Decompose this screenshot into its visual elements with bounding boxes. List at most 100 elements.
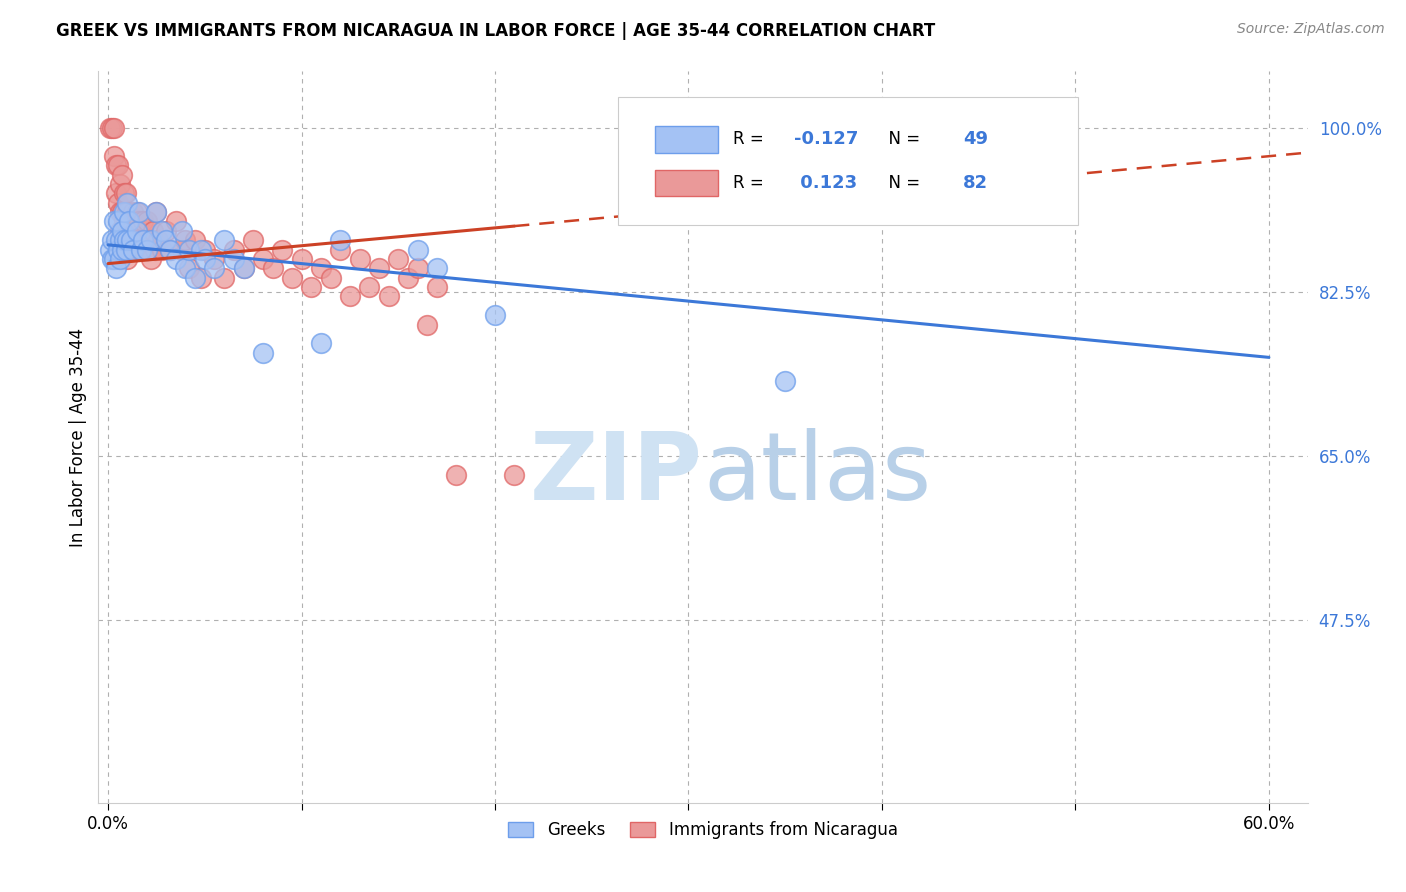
Point	[128, 243, 150, 257]
Point	[184, 233, 207, 247]
Legend: Greeks, Immigrants from Nicaragua: Greeks, Immigrants from Nicaragua	[502, 814, 904, 846]
Point	[159, 243, 181, 257]
Point	[120, 224, 142, 238]
Point	[98, 120, 121, 135]
Point	[111, 205, 134, 219]
Text: GREEK VS IMMIGRANTS FROM NICARAGUA IN LABOR FORCE | AGE 35-44 CORRELATION CHART: GREEK VS IMMIGRANTS FROM NICARAGUA IN LA…	[56, 22, 935, 40]
Point	[135, 243, 157, 257]
Point	[108, 252, 131, 266]
Point	[108, 224, 131, 238]
Point	[104, 233, 127, 247]
Point	[122, 233, 145, 247]
Point	[98, 243, 121, 257]
Point	[134, 233, 156, 247]
Point	[190, 243, 212, 257]
Text: ZIP: ZIP	[530, 427, 703, 520]
FancyBboxPatch shape	[655, 127, 717, 153]
Point	[368, 261, 391, 276]
FancyBboxPatch shape	[655, 170, 717, 196]
Point	[101, 233, 124, 247]
Point	[170, 224, 193, 238]
Text: N =: N =	[879, 174, 925, 193]
Text: R =: R =	[734, 174, 769, 193]
Point	[281, 270, 304, 285]
Point	[179, 243, 201, 257]
Point	[103, 214, 125, 228]
Point	[174, 233, 197, 247]
Point	[117, 252, 139, 266]
Point	[103, 252, 125, 266]
Point	[122, 205, 145, 219]
Point	[132, 243, 155, 257]
Point	[108, 205, 131, 219]
Point	[111, 233, 134, 247]
Point	[165, 252, 187, 266]
Point	[212, 233, 235, 247]
Point	[114, 243, 136, 257]
Text: 82: 82	[963, 174, 988, 193]
Point	[107, 195, 129, 210]
Point	[222, 243, 245, 257]
Text: Source: ZipAtlas.com: Source: ZipAtlas.com	[1237, 22, 1385, 37]
Point	[174, 261, 197, 276]
Point	[135, 214, 157, 228]
Point	[145, 205, 167, 219]
Point	[271, 243, 294, 257]
Point	[108, 177, 131, 191]
Y-axis label: In Labor Force | Age 35-44: In Labor Force | Age 35-44	[69, 327, 87, 547]
Point	[150, 243, 173, 257]
Point	[143, 243, 166, 257]
Point	[155, 233, 177, 247]
Point	[262, 261, 284, 276]
Point	[132, 214, 155, 228]
Point	[773, 374, 796, 388]
Point	[118, 214, 141, 228]
Point	[107, 243, 129, 257]
Point	[139, 233, 162, 247]
Point	[127, 233, 149, 247]
Point	[426, 280, 449, 294]
Point	[406, 261, 429, 276]
Point	[122, 243, 145, 257]
Point	[107, 158, 129, 172]
Point	[204, 261, 226, 276]
Point	[148, 233, 170, 247]
Text: 0.123: 0.123	[794, 174, 856, 193]
Point	[309, 261, 332, 276]
Text: N =: N =	[879, 130, 925, 148]
Point	[101, 252, 124, 266]
Point	[387, 252, 409, 266]
Text: 49: 49	[963, 130, 988, 148]
Point	[108, 233, 131, 247]
Point	[446, 467, 468, 482]
Text: atlas: atlas	[703, 427, 931, 520]
Point	[179, 261, 201, 276]
Point	[128, 205, 150, 219]
Point	[170, 243, 193, 257]
Point	[104, 186, 127, 201]
Point	[406, 243, 429, 257]
Point	[212, 270, 235, 285]
Point	[112, 233, 135, 247]
Point	[503, 467, 526, 482]
Point	[118, 243, 141, 257]
Point	[329, 243, 352, 257]
Point	[114, 243, 136, 257]
Point	[114, 186, 136, 201]
Point	[232, 261, 254, 276]
Point	[103, 149, 125, 163]
Point	[222, 252, 245, 266]
Point	[117, 205, 139, 219]
Point	[190, 270, 212, 285]
Point	[359, 280, 381, 294]
Point	[128, 214, 150, 228]
Point	[242, 233, 264, 247]
Point	[124, 224, 146, 238]
Point	[112, 214, 135, 228]
Point	[112, 205, 135, 219]
Point	[112, 243, 135, 257]
Point	[204, 252, 226, 266]
Point	[114, 214, 136, 228]
Point	[111, 243, 134, 257]
Point	[184, 270, 207, 285]
